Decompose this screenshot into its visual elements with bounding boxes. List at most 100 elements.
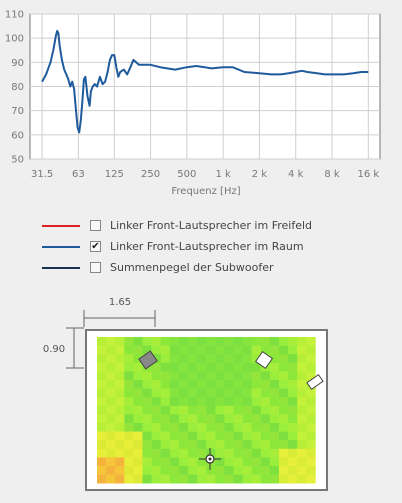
heatmap-cell xyxy=(233,457,243,467)
heatmap-cell xyxy=(106,448,116,458)
x-tick-label: 63 xyxy=(72,169,85,180)
heatmap-cell xyxy=(197,388,207,398)
legend-checkbox-freifeld[interactable] xyxy=(90,220,101,231)
heatmap-cell xyxy=(233,397,243,407)
heatmap-cell xyxy=(188,345,198,355)
speaker-side-icon[interactable] xyxy=(306,374,324,390)
heatmap-cell xyxy=(178,371,189,381)
heatmap-cell xyxy=(279,388,289,398)
heatmap-cell xyxy=(269,345,280,355)
heatmap-cell xyxy=(115,431,125,441)
heatmap-cell xyxy=(151,431,161,441)
speaker-right-icon[interactable] xyxy=(254,350,274,370)
heatmap-cell xyxy=(297,362,307,372)
heatmap-cell xyxy=(169,354,180,364)
heatmap-cell xyxy=(206,371,216,381)
heatmap-cell xyxy=(224,440,234,450)
heatmap-cell xyxy=(224,362,234,372)
heatmap-cell xyxy=(115,474,125,484)
heatmap-cell xyxy=(197,397,207,407)
y-tick-label: 90 xyxy=(11,58,24,69)
heatmap-cell xyxy=(306,388,316,398)
heatmap-cell xyxy=(224,405,234,415)
heatmap-cell xyxy=(133,397,143,407)
heatmap-cell xyxy=(306,440,316,450)
legend-label: Summenpegel der Subwoofer xyxy=(110,261,274,274)
heatmap-cell xyxy=(242,431,252,441)
heatmap-cell xyxy=(279,466,289,475)
heatmap-cell xyxy=(151,474,161,484)
heatmap-cell xyxy=(115,457,125,467)
heatmap-cell xyxy=(188,362,198,372)
legend-checkbox-subwoofer[interactable] xyxy=(90,262,101,273)
heatmap-cell xyxy=(197,474,207,484)
heatmap-cell xyxy=(115,380,125,389)
width-dimension: 1.65 xyxy=(109,297,131,308)
listening-position-icon[interactable] xyxy=(199,448,221,470)
heatmap-cell xyxy=(97,448,107,458)
heatmap-cell xyxy=(260,457,271,467)
heatmap-cell xyxy=(197,337,207,346)
heatmap-cell xyxy=(242,388,252,398)
heatmap-cell xyxy=(124,362,134,372)
heatmap-cell xyxy=(160,474,171,484)
heatmap-cell xyxy=(288,474,298,484)
heatmap-cell xyxy=(169,362,180,372)
heatmap-cell xyxy=(188,397,198,407)
frequency-response-chart: 50 60 70 80 90 100 110 31.5 63 125 250 500 1 k 2 k 4 … xyxy=(5,10,381,197)
heatmap-cell xyxy=(297,414,307,424)
heatmap-cell xyxy=(279,423,289,432)
heatmap-cell xyxy=(188,388,198,398)
legend-line-red xyxy=(42,224,80,227)
heatmap-cell xyxy=(233,405,243,415)
heatmap-cell xyxy=(151,371,161,381)
legend-checkbox-raum[interactable]: ✔ xyxy=(90,241,101,252)
heatmap-cell xyxy=(206,414,216,424)
heatmap-cell xyxy=(233,474,243,484)
heatmap-cell xyxy=(269,397,280,407)
heatmap-cell xyxy=(106,466,116,475)
x-tick-label: 1 k xyxy=(215,169,231,180)
heatmap-cell xyxy=(115,337,125,346)
heatmap-cell xyxy=(115,448,125,458)
heatmap-cell xyxy=(160,345,171,355)
heatmap-cell xyxy=(142,388,152,398)
heatmap-cell xyxy=(224,354,234,364)
heatmap-cell xyxy=(151,345,161,355)
heatmap-cell xyxy=(197,431,207,441)
legend-item-raum[interactable]: ✔ Linker Front-Lautsprecher im Raum xyxy=(42,236,362,257)
heatmap-cell xyxy=(251,474,262,484)
heatmap-cell xyxy=(279,371,289,381)
heatmap-cell xyxy=(178,380,189,389)
legend-item-freifeld[interactable]: Linker Front-Lautsprecher im Freifeld xyxy=(42,215,362,236)
x-tick-label: 125 xyxy=(105,169,124,180)
heatmap-cell xyxy=(242,423,252,432)
heatmap-cell xyxy=(206,397,216,407)
heatmap-cell xyxy=(251,414,262,424)
heatmap-cell xyxy=(169,388,180,398)
heatmap-cell xyxy=(224,337,234,346)
speaker-left-icon[interactable] xyxy=(138,350,158,370)
heatmap-cell xyxy=(124,466,134,475)
heatmap-cell xyxy=(215,466,225,475)
heatmap-cell xyxy=(106,371,116,381)
heatmap-cell xyxy=(169,337,180,346)
heatmap-cell xyxy=(151,362,161,372)
heatmap-cell xyxy=(133,423,143,432)
x-tick-label: 31.5 xyxy=(31,169,53,180)
legend-line-navy xyxy=(42,266,80,269)
heatmap-cell xyxy=(115,466,125,475)
heatmap-cell xyxy=(279,405,289,415)
heatmap-cell xyxy=(306,466,316,475)
legend-item-subwoofer[interactable]: Summenpegel der Subwoofer xyxy=(42,257,362,278)
heatmap-cell xyxy=(224,397,234,407)
heatmap-cell xyxy=(169,414,180,424)
heatmap-cell xyxy=(124,431,134,441)
heatmap-cell xyxy=(188,457,198,467)
heatmap-cell xyxy=(215,405,225,415)
heatmap-cell xyxy=(160,431,171,441)
heatmap-cell xyxy=(142,380,152,389)
heatmap-cell xyxy=(160,440,171,450)
heatmap-cell xyxy=(142,414,152,424)
x-tick-label: 2 k xyxy=(252,169,268,180)
